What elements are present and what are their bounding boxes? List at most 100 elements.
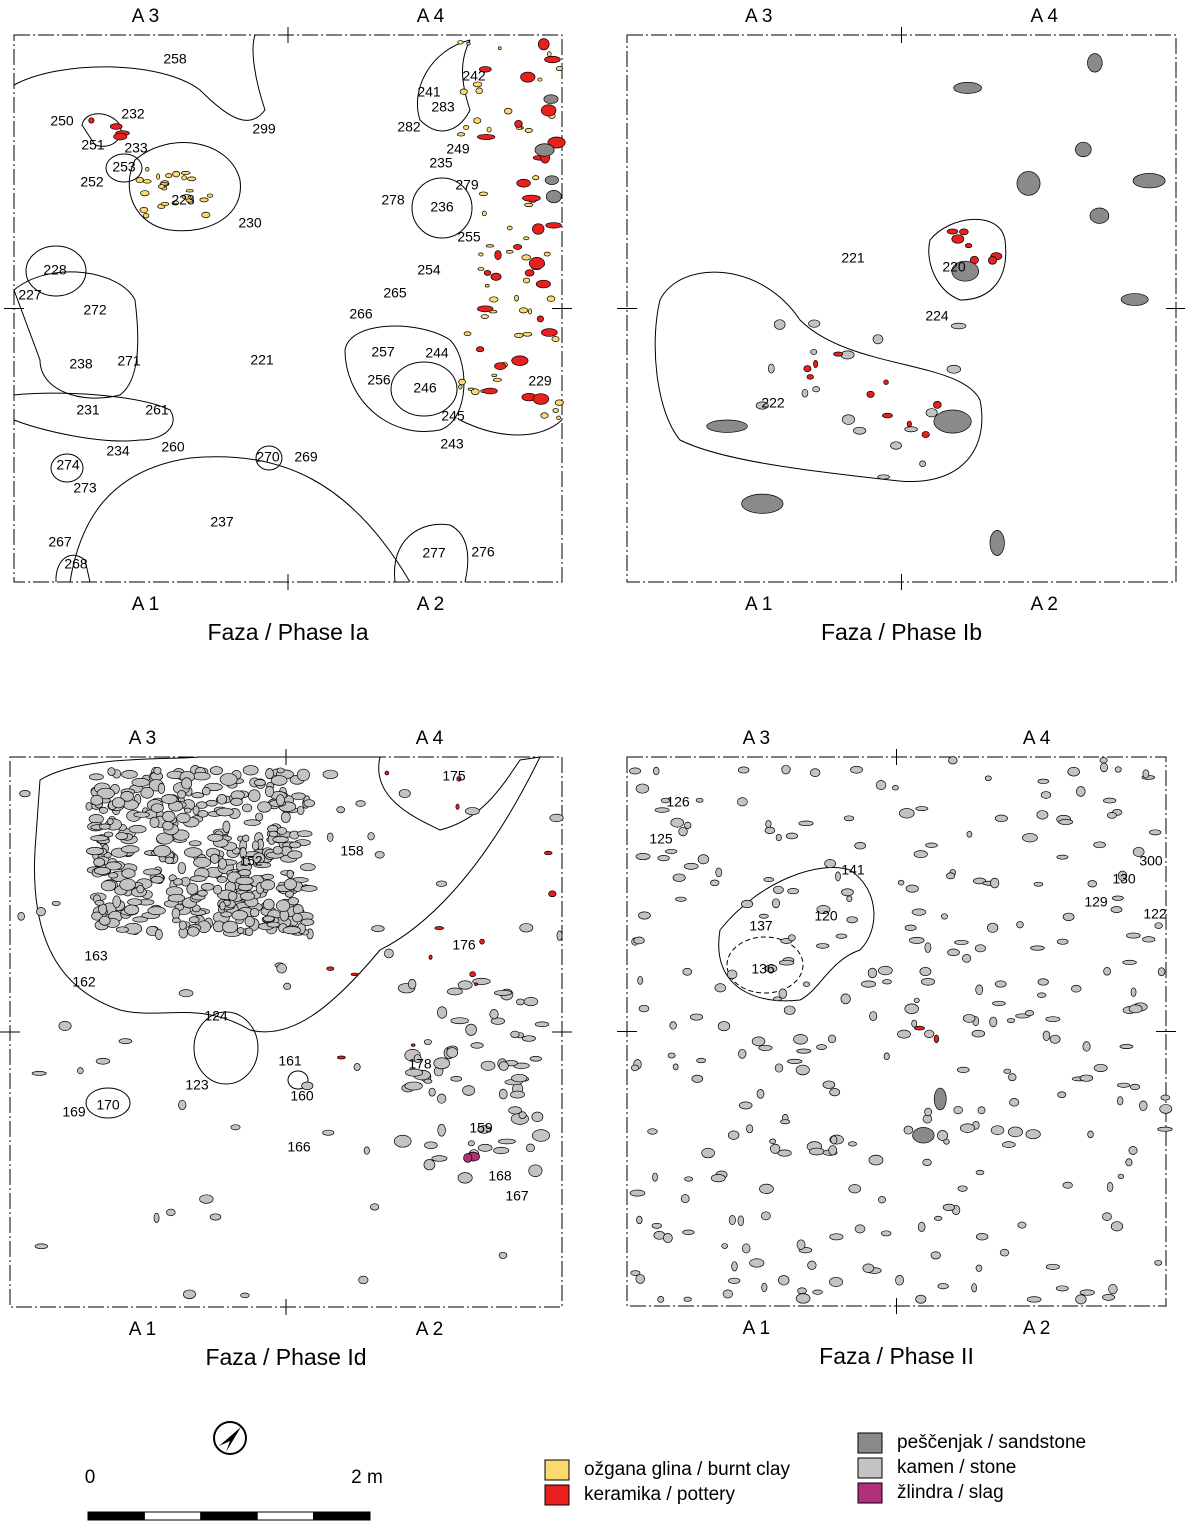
find (462, 1085, 476, 1096)
find (989, 1016, 998, 1028)
find (890, 441, 902, 450)
find (892, 785, 899, 791)
feature-label: 124 (204, 1008, 228, 1024)
find (465, 1023, 477, 1036)
find (701, 1147, 715, 1159)
find (1130, 1083, 1141, 1091)
find (919, 460, 926, 468)
find (322, 769, 339, 780)
find (238, 869, 252, 877)
feature-label: 123 (185, 1077, 209, 1093)
find (544, 850, 553, 856)
find (90, 794, 104, 806)
find (197, 810, 209, 818)
find (977, 1106, 986, 1115)
feature-label: 136 (751, 961, 775, 977)
find (498, 1088, 508, 1100)
find (153, 1212, 160, 1223)
find (353, 1063, 361, 1071)
find (633, 936, 645, 945)
find (227, 891, 238, 901)
find (186, 882, 199, 896)
feature-label: 267 (48, 534, 72, 550)
find (1119, 1044, 1134, 1049)
find (177, 790, 186, 799)
find (1142, 769, 1150, 779)
find (913, 850, 928, 859)
find (498, 1061, 509, 1071)
feature-label: 122 (1143, 906, 1167, 922)
find (1157, 967, 1166, 977)
find (188, 916, 200, 924)
feature-label: 228 (43, 262, 67, 278)
find (843, 815, 855, 822)
find (239, 847, 247, 859)
find (769, 1138, 777, 1144)
find (139, 206, 149, 214)
find (906, 420, 912, 428)
outline (726, 936, 804, 994)
find (877, 474, 890, 480)
find (765, 964, 778, 973)
find (142, 213, 150, 219)
find (841, 414, 856, 425)
find (1033, 881, 1044, 887)
find (200, 883, 215, 891)
find (994, 980, 1007, 988)
find (121, 770, 138, 779)
find (428, 1087, 436, 1097)
find (213, 884, 223, 895)
legend-swatch (857, 1432, 883, 1454)
find (153, 845, 172, 858)
find (540, 104, 557, 117)
find (726, 969, 738, 980)
legend-swatch (544, 1459, 570, 1481)
find (1042, 1030, 1051, 1041)
find (145, 167, 150, 172)
feature-label: 222 (761, 395, 785, 411)
find (953, 1106, 963, 1115)
feature-label: 168 (488, 1168, 512, 1184)
scale-segment (143, 1511, 202, 1521)
find (1087, 53, 1103, 73)
find (522, 331, 533, 337)
find (793, 1034, 808, 1045)
legend-swatch (857, 1482, 883, 1504)
find (482, 387, 498, 395)
find (543, 94, 559, 104)
find (446, 987, 463, 996)
find (1102, 1294, 1115, 1301)
find (1006, 1018, 1016, 1023)
find (728, 1215, 736, 1226)
find (951, 234, 965, 244)
find (738, 1101, 753, 1110)
find (272, 846, 283, 855)
find (374, 851, 385, 859)
find (545, 222, 562, 229)
find (231, 910, 248, 921)
find (459, 88, 468, 95)
grid-label: A 2 (1030, 594, 1057, 615)
grid-label: A 1 (745, 594, 772, 615)
find (630, 1270, 641, 1276)
find (975, 984, 984, 996)
feature-label: 178 (408, 1056, 432, 1072)
find (882, 979, 892, 985)
feature-label: 249 (446, 141, 470, 157)
find (263, 898, 275, 911)
find (192, 805, 200, 816)
find (119, 878, 136, 891)
find (925, 842, 938, 848)
find (635, 783, 650, 794)
find (282, 926, 301, 935)
find (547, 51, 552, 57)
find (816, 943, 830, 949)
find (522, 277, 531, 284)
find (1056, 938, 1069, 945)
find (31, 1071, 47, 1076)
find (697, 854, 710, 865)
feature-label: 278 (381, 192, 405, 208)
find (954, 939, 969, 945)
feature-label: 223 (171, 192, 195, 208)
